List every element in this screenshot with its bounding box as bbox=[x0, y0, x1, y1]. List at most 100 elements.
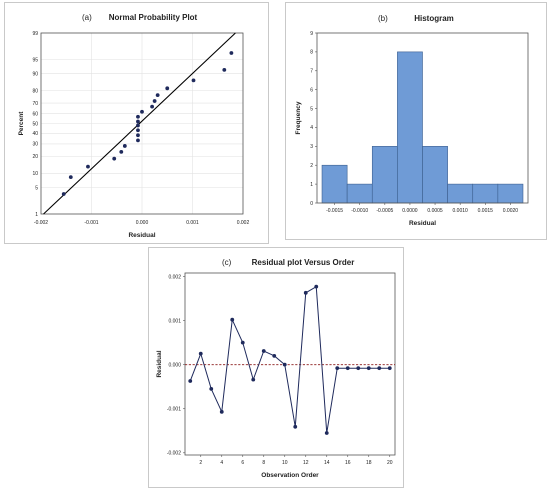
data-point bbox=[324, 431, 329, 435]
x-axis-title: Observation Order bbox=[261, 472, 319, 479]
data-point bbox=[119, 149, 124, 154]
data-point bbox=[261, 349, 266, 353]
histogram-plot: 0 1 2 3 4 5 6 7 8 9 -0.0015 -0.0010 -0.0005 0.0000 0.0… bbox=[295, 14, 529, 227]
y-tick-label: 90 bbox=[32, 71, 38, 77]
data-point bbox=[198, 351, 203, 356]
data-point bbox=[387, 366, 392, 371]
residual-versus-order-panel: -0.002 -0.001 0.000 0.001 0.002 2 4 6 8 10 12 14 16 1… bbox=[148, 247, 404, 488]
x-tick-label: 14 bbox=[324, 460, 330, 466]
x-tick-label: 0.002 bbox=[237, 220, 250, 226]
y-tick-label: 5 bbox=[310, 106, 313, 112]
data-point bbox=[122, 144, 127, 148]
data-point bbox=[140, 109, 144, 114]
data-point bbox=[136, 123, 140, 128]
data-point bbox=[282, 362, 287, 367]
x-tick-label: -0.001 bbox=[84, 220, 98, 226]
data-point bbox=[229, 51, 234, 55]
x-tick-label: 0.0005 bbox=[427, 208, 443, 214]
x-tick-label: 8 bbox=[262, 460, 265, 466]
y-tick-label: 0 bbox=[310, 201, 313, 207]
histogram-bar bbox=[472, 183, 499, 204]
data-point bbox=[136, 114, 140, 119]
panel-label: (a) bbox=[82, 13, 92, 22]
histogram-bar bbox=[321, 164, 348, 204]
y-tick-label: 0.000 bbox=[168, 362, 181, 368]
y-axis-title: Percent bbox=[18, 111, 25, 136]
y-axis-title: Residual bbox=[156, 350, 163, 377]
y-tick-label: 20 bbox=[32, 154, 38, 160]
plot-frame bbox=[184, 272, 396, 456]
x-tick-label: -0.0005 bbox=[376, 208, 393, 214]
plot-frame bbox=[316, 32, 529, 204]
data-point bbox=[152, 99, 157, 103]
data-point bbox=[251, 377, 256, 382]
y-tick-label: 6 bbox=[310, 87, 313, 93]
chart-title: Residual plot Versus Order bbox=[252, 258, 355, 267]
normal-probability-plot: 1 5 10 20 30 40 50 60 70 80 90 95 99 -0.002 -0.001 0.00… bbox=[18, 13, 250, 239]
data-point bbox=[230, 317, 235, 322]
y-tick-label: 95 bbox=[32, 57, 38, 63]
y-tick-label: 5 bbox=[35, 185, 38, 191]
data-point bbox=[136, 128, 140, 133]
data-point bbox=[136, 133, 140, 138]
y-tick-label: 1 bbox=[310, 182, 313, 188]
x-tick-label: 0.000 bbox=[136, 220, 149, 226]
y-tick-label: 30 bbox=[32, 142, 38, 148]
histogram-panel: 0 1 2 3 4 5 6 7 8 9 -0.0015 -0.0010 -0.0005 0.0000 0.0… bbox=[285, 2, 547, 240]
x-tick-label: 16 bbox=[345, 460, 351, 466]
x-tick-label: 0.0000 bbox=[402, 208, 418, 214]
data-point bbox=[188, 379, 193, 383]
data-point bbox=[68, 175, 73, 180]
y-tick-label: 50 bbox=[32, 121, 38, 127]
y-tick-label: -0.002 bbox=[167, 451, 181, 457]
data-point bbox=[112, 156, 117, 161]
x-tick-label: 0.0020 bbox=[503, 208, 519, 214]
data-point bbox=[165, 86, 170, 91]
y-tick-label: -0.001 bbox=[167, 407, 181, 413]
fit-line bbox=[43, 32, 236, 215]
data-point bbox=[136, 138, 140, 143]
data-point bbox=[86, 164, 90, 169]
histogram-bar bbox=[447, 183, 474, 204]
x-tick-label: 12 bbox=[303, 460, 309, 466]
y-tick-label: 4 bbox=[310, 125, 313, 131]
data-point bbox=[356, 366, 361, 371]
data-point bbox=[191, 78, 196, 83]
y-tick-label: 70 bbox=[32, 101, 38, 107]
plot-frame bbox=[40, 32, 244, 215]
histogram-bar bbox=[422, 146, 448, 204]
data-point bbox=[272, 353, 277, 358]
y-tick-label: 0.002 bbox=[168, 274, 181, 280]
y-tick-label: 1 bbox=[35, 212, 38, 218]
y-tick-label: 10 bbox=[32, 171, 38, 177]
x-tick-label: -0.002 bbox=[34, 220, 48, 226]
x-tick-label: 0.0015 bbox=[478, 208, 494, 214]
y-tick-label: 8 bbox=[310, 50, 313, 56]
data-point bbox=[136, 119, 140, 124]
data-point bbox=[366, 366, 371, 371]
y-tick-label: 60 bbox=[32, 111, 38, 117]
data-point bbox=[209, 386, 214, 391]
data-point bbox=[335, 366, 340, 371]
data-point bbox=[155, 93, 160, 98]
x-tick-label: 4 bbox=[220, 460, 223, 466]
normal-probability-plot-panel: 1 5 10 20 30 40 50 60 70 80 90 95 99 -0.002 -0.001 0.00… bbox=[4, 2, 269, 244]
chart-title: Histogram bbox=[414, 14, 454, 23]
x-tick-label: 0.0010 bbox=[453, 208, 469, 214]
data-point bbox=[219, 409, 224, 414]
x-tick-label: 2 bbox=[199, 460, 202, 466]
y-tick-label: 80 bbox=[32, 89, 38, 95]
x-tick-label: 10 bbox=[282, 460, 288, 466]
y-axis-title: Frequency bbox=[295, 101, 302, 134]
x-axis-title: Residual bbox=[409, 220, 436, 227]
chart-title: Normal Probability Plot bbox=[109, 13, 198, 22]
histogram-bar bbox=[371, 146, 398, 204]
x-tick-label: 0.001 bbox=[186, 220, 199, 226]
histogram-bar bbox=[346, 183, 373, 204]
data-point bbox=[150, 104, 155, 109]
panel-label: (c) bbox=[222, 258, 232, 267]
data-point bbox=[303, 290, 308, 295]
x-tick-label: -0.0010 bbox=[351, 208, 368, 214]
data-point bbox=[61, 192, 66, 196]
residual-versus-order-plot: -0.002 -0.001 0.000 0.001 0.002 2 4 6 8 10 12 14 16 1… bbox=[156, 258, 396, 479]
